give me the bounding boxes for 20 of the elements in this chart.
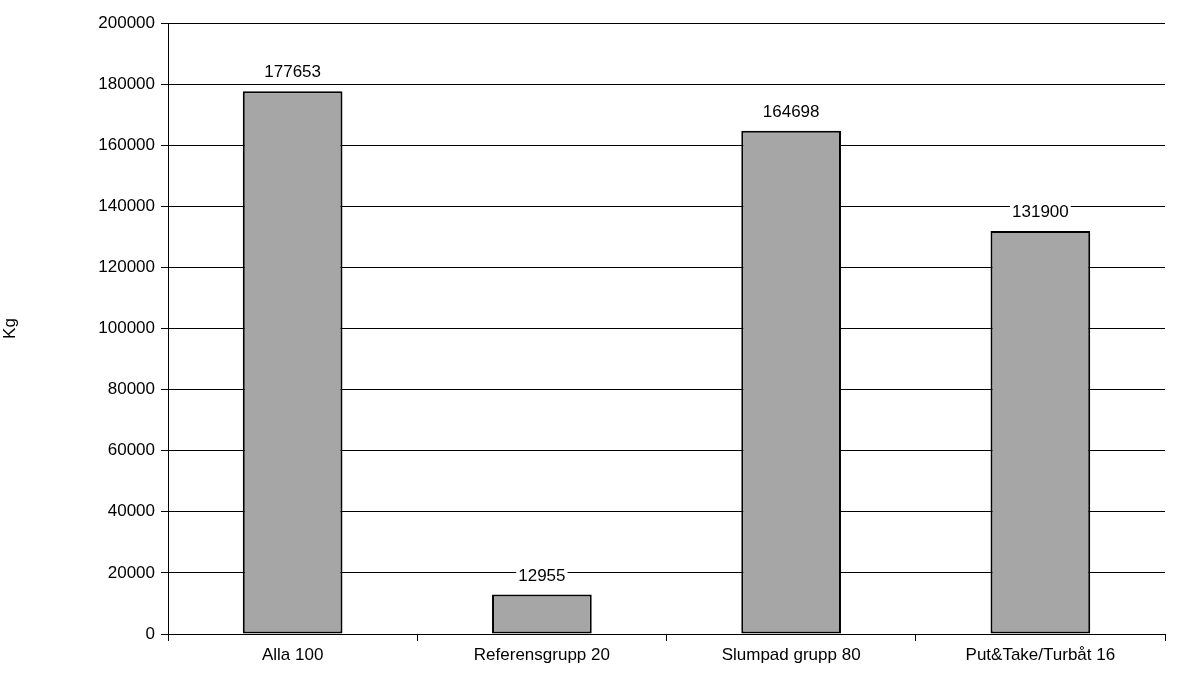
x-tick-label: Alla 100 (261, 644, 324, 664)
x-tick-label: Slumpad grupp 80 (721, 644, 861, 664)
y-tick-label: 200000 (98, 12, 155, 32)
y-tick-label: 40000 (107, 501, 155, 521)
y-tick-label: 60000 (107, 440, 155, 460)
y-tick-label: 140000 (98, 195, 155, 215)
y-tick-label: 180000 (98, 73, 155, 93)
y-tick-label: 100000 (98, 318, 155, 338)
y-tick-label: 0 (145, 623, 155, 643)
x-tick-label: Put&Take/Turbåt 16 (965, 644, 1116, 664)
data-label: 131900 (1012, 202, 1069, 222)
y-tick-label: 80000 (107, 379, 155, 399)
y-tick-label: 120000 (98, 257, 155, 277)
data-label: 12955 (518, 565, 566, 585)
x-tick-label: Referensgrupp 20 (473, 644, 610, 664)
data-label: 164698 (762, 102, 820, 122)
y-axis-title: Kg (0, 318, 19, 339)
y-tick-label: 20000 (107, 562, 155, 582)
data-label: 177653 (264, 62, 321, 82)
y-tick-label: 160000 (98, 134, 155, 154)
